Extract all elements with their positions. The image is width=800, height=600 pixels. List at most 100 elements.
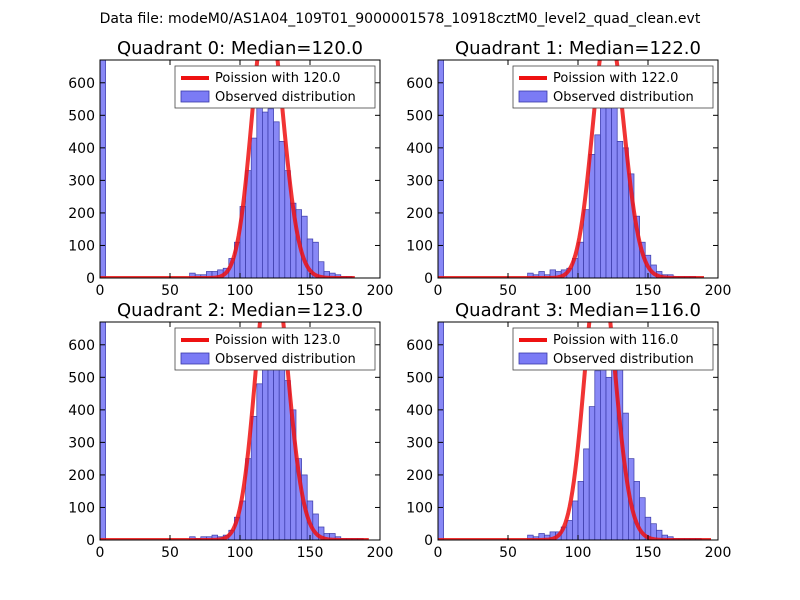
histogram-bar bbox=[588, 154, 596, 278]
legend-label-observed: Observed distribution bbox=[553, 90, 694, 105]
legend-label-poisson: Poission with 116.0 bbox=[553, 333, 678, 348]
y-tick-label: 100 bbox=[406, 500, 433, 516]
histogram-bar bbox=[250, 137, 258, 278]
y-tick-label: 0 bbox=[424, 271, 433, 287]
y-tick-label: 0 bbox=[86, 533, 95, 549]
legend-label-observed: Observed distribution bbox=[215, 90, 356, 105]
y-tick-label: 400 bbox=[68, 141, 95, 157]
poisson-curve bbox=[100, 322, 370, 540]
y-tick-label: 200 bbox=[406, 468, 433, 484]
x-tick-label: 0 bbox=[96, 283, 105, 299]
x-tick-label: 50 bbox=[161, 283, 179, 299]
histogram-bar bbox=[100, 322, 106, 540]
histogram-bar bbox=[611, 92, 618, 278]
histogram-bar bbox=[318, 261, 325, 278]
histogram-bar bbox=[600, 95, 607, 278]
x-tick-label: 50 bbox=[499, 283, 517, 299]
y-tick-label: 600 bbox=[406, 338, 433, 354]
y-tick-label: 200 bbox=[406, 206, 433, 222]
y-tick-label: 300 bbox=[68, 435, 95, 451]
poisson-curve bbox=[100, 60, 356, 278]
histogram-bar bbox=[262, 111, 269, 278]
quadrant-1-panel: Quadrant 1: Median=122.0 0 50 100 150 200 0 100… bbox=[406, 38, 732, 299]
histogram-bar bbox=[100, 60, 106, 278]
y-tick-label: 100 bbox=[68, 500, 95, 516]
legend-label-poisson: Poission with 123.0 bbox=[215, 333, 340, 348]
y-tick-label: 300 bbox=[406, 173, 433, 189]
legend-bar-swatch bbox=[518, 90, 548, 103]
panel-title: Quadrant 0: Median=120.0 bbox=[117, 38, 363, 59]
panel-title: Quadrant 2: Median=123.0 bbox=[117, 300, 363, 321]
y-tick-label: 300 bbox=[406, 435, 433, 451]
legend-label-poisson: Poission with 120.0 bbox=[215, 71, 340, 86]
legend-label-poisson: Poission with 122.0 bbox=[553, 71, 678, 86]
histogram-bar bbox=[262, 360, 269, 540]
y-tick-label: 200 bbox=[68, 468, 95, 484]
histogram-bar bbox=[583, 448, 590, 540]
legend: Poission with 116.0 Observed distribution bbox=[512, 327, 714, 371]
histogram-bar bbox=[566, 520, 573, 540]
x-tick-label: 150 bbox=[297, 545, 324, 561]
histogram-bar bbox=[600, 350, 607, 540]
x-tick-label: 50 bbox=[161, 545, 179, 561]
panel-title: Quadrant 1: Median=122.0 bbox=[455, 38, 701, 59]
histogram-bar bbox=[605, 376, 612, 540]
legend: Poission with 123.0 Observed distribution bbox=[174, 327, 376, 371]
x-tick-label: 150 bbox=[297, 283, 324, 299]
x-tick-label: 0 bbox=[434, 545, 443, 561]
histogram-bar bbox=[577, 481, 584, 540]
y-tick-label: 600 bbox=[68, 76, 95, 92]
histogram-bar bbox=[438, 60, 444, 278]
quadrant-3-panel: Quadrant 3: Median=116.0 0 50 100 150 200 0 100… bbox=[406, 300, 731, 561]
histogram-bar bbox=[278, 140, 286, 278]
y-tick-label: 300 bbox=[68, 173, 95, 189]
y-tick-label: 500 bbox=[68, 370, 95, 386]
histogram-bar bbox=[616, 140, 624, 278]
histogram-bar bbox=[572, 500, 579, 540]
quadrant-0-panel: Quadrant 0: Median=120.0 0 50 100 150 200 0 100… bbox=[68, 38, 394, 299]
x-tick-label: 0 bbox=[434, 283, 443, 299]
histogram-bar bbox=[312, 241, 319, 278]
y-tick-label: 100 bbox=[68, 238, 95, 254]
panel-data-area bbox=[438, 322, 712, 540]
histogram-bar bbox=[583, 209, 590, 278]
x-tick-label: 150 bbox=[635, 283, 662, 299]
x-tick-label: 200 bbox=[705, 283, 732, 299]
panel-data-area bbox=[100, 60, 356, 278]
histogram-bar bbox=[588, 406, 596, 540]
subplot-grid: Quadrant 0: Median=120.0 0 50 100 150 200 0 100… bbox=[68, 38, 732, 561]
figure-suptitle: Data file: modeM0/AS1A04_109T01_90000015… bbox=[100, 11, 701, 27]
x-tick-label: 100 bbox=[565, 545, 592, 561]
x-tick-label: 150 bbox=[635, 545, 662, 561]
histogram-bar bbox=[594, 370, 601, 540]
histogram-bar bbox=[273, 121, 280, 278]
y-tick-label: 200 bbox=[68, 206, 95, 222]
x-tick-label: 100 bbox=[565, 283, 592, 299]
x-tick-label: 100 bbox=[227, 283, 254, 299]
y-tick-label: 500 bbox=[406, 108, 433, 124]
panel-data-area bbox=[100, 322, 370, 540]
poisson-curve bbox=[438, 60, 705, 278]
x-tick-label: 200 bbox=[367, 283, 394, 299]
legend: Poission with 120.0 Observed distribution bbox=[174, 65, 376, 109]
histogram-bar bbox=[605, 79, 612, 278]
histogram-bar bbox=[256, 383, 263, 540]
y-tick-label: 0 bbox=[424, 533, 433, 549]
y-tick-label: 400 bbox=[68, 403, 95, 419]
x-tick-label: 100 bbox=[227, 545, 254, 561]
y-tick-label: 400 bbox=[406, 141, 433, 157]
histogram-bar bbox=[267, 108, 274, 278]
x-tick-label: 200 bbox=[367, 545, 394, 561]
y-tick-label: 500 bbox=[68, 108, 95, 124]
y-tick-label: 600 bbox=[406, 76, 433, 92]
y-tick-label: 0 bbox=[86, 271, 95, 287]
legend-label-observed: Observed distribution bbox=[553, 352, 694, 367]
histogram-bar bbox=[256, 101, 263, 278]
histogram-bar bbox=[438, 322, 444, 540]
y-tick-label: 500 bbox=[406, 370, 433, 386]
panel-data-area bbox=[438, 60, 705, 278]
legend-bar-swatch bbox=[180, 352, 210, 365]
y-tick-label: 100 bbox=[406, 238, 433, 254]
x-tick-label: 50 bbox=[499, 545, 517, 561]
